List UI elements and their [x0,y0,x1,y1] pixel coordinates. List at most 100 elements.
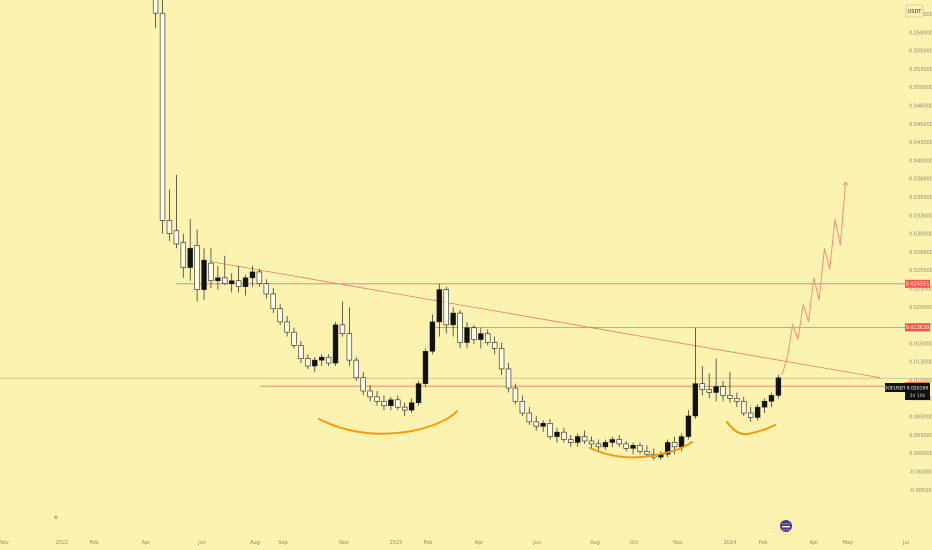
candle [325,354,332,366]
x-tick-label: 2024 [724,540,737,546]
candle [491,336,498,355]
candle [775,374,782,399]
x-axis: Nov 2022 Feb Apr Jun Aug Sep Nov 2023 Feb Apr Jun Au… [0,540,909,546]
candle [658,451,664,461]
candle [284,316,290,337]
x-tick-label: 2022 [56,540,69,546]
candle [229,273,235,293]
orange-curve-right [726,421,776,436]
candle [471,324,477,344]
descending-trendline [210,261,881,379]
candle [429,314,436,355]
x-tick-label: Nov [0,540,9,546]
current-price-label: 0.020169 [907,386,929,392]
y-tick-label: 0.015000 [909,341,932,347]
flag-icon[interactable] [780,520,792,532]
candle [395,395,401,411]
candle [741,396,747,416]
candle [485,329,491,346]
resistance-tag-high-label: 0.026591 [906,282,930,288]
candle [561,427,567,443]
x-tick-label: Jul [902,540,909,546]
candle [360,371,366,396]
y-tick-label: 0.050000 [909,85,932,91]
candle [748,407,754,422]
candle [609,436,616,447]
candle [270,288,276,314]
y-tick-label: 0.053000 [909,67,932,73]
candle [547,418,553,440]
candle [263,279,270,299]
current-price-tag [905,383,930,400]
candle [512,383,519,405]
symbol-tag-label: DOEUSDT [884,386,906,392]
resistance-tag-mid [905,323,930,332]
x-tick-label: Aug [590,540,600,546]
y-tick-label: 0.003000 [909,433,932,439]
x-tick-label: Feb [90,540,99,546]
candle [450,307,456,337]
x-tick-label: Jun [197,540,206,546]
x-tick-label: Apr [810,540,820,546]
candle [595,439,602,452]
candle [533,415,539,431]
candle [692,327,699,419]
x-tick-label: 2023 [390,540,403,546]
candle [374,390,380,406]
candle [152,0,159,28]
candle [699,366,705,396]
candle [720,380,726,402]
x-tick-label: Apr [142,540,152,546]
x-tick-label: Aug [250,540,260,546]
candle [623,440,629,452]
projection-path [781,182,847,375]
candle [415,380,422,406]
y-tick-label: 0.020000 [909,305,932,311]
candle [588,436,595,449]
candle [256,268,263,287]
y-tick-label: 0.028000 [909,250,932,256]
y-tick-label: 0.025000 [909,268,932,274]
y-tick-label: 0.030000 [909,232,932,238]
candle [478,327,484,349]
candle [761,398,768,414]
candle [381,395,387,411]
candle [402,402,408,416]
x-tick-label: Feb [759,540,768,546]
candle [519,395,526,416]
candle [346,307,353,366]
y-tick-label: 0.035000 [909,195,932,201]
y-tick-label: -0.005000 [909,488,932,494]
candle [526,407,532,425]
candle [222,255,228,286]
candle [505,363,512,393]
candle [332,321,339,366]
candle [464,321,470,349]
y-tick-label: 0.045000 [909,122,932,128]
currency-badge-label: USDT [908,9,923,15]
candle [436,283,443,337]
y-tick-label: 0.038000 [909,177,932,183]
resistance-tag-mid-label: 0.023630 [906,325,930,331]
orange-curves [318,181,849,459]
y-tick-label: 0.040000 [909,158,932,164]
candle [706,373,712,399]
candle [166,189,173,242]
x-tick-label: Oct [630,540,639,546]
currency-badge[interactable] [905,4,924,18]
y-tick-label: 0.048000 [909,104,932,110]
candle [339,301,346,337]
candle [644,445,650,458]
y-tick-label: 0.000000 [909,451,932,457]
candle [235,266,242,293]
candle [298,341,304,364]
orange-curve-left [318,410,458,435]
y-tick-label: 0.005000 [909,415,932,421]
logo-mark: ▲ [54,514,58,520]
candle [194,229,200,302]
candle [173,174,180,249]
x-tick-label: Apr [475,540,485,546]
candle [201,248,207,300]
